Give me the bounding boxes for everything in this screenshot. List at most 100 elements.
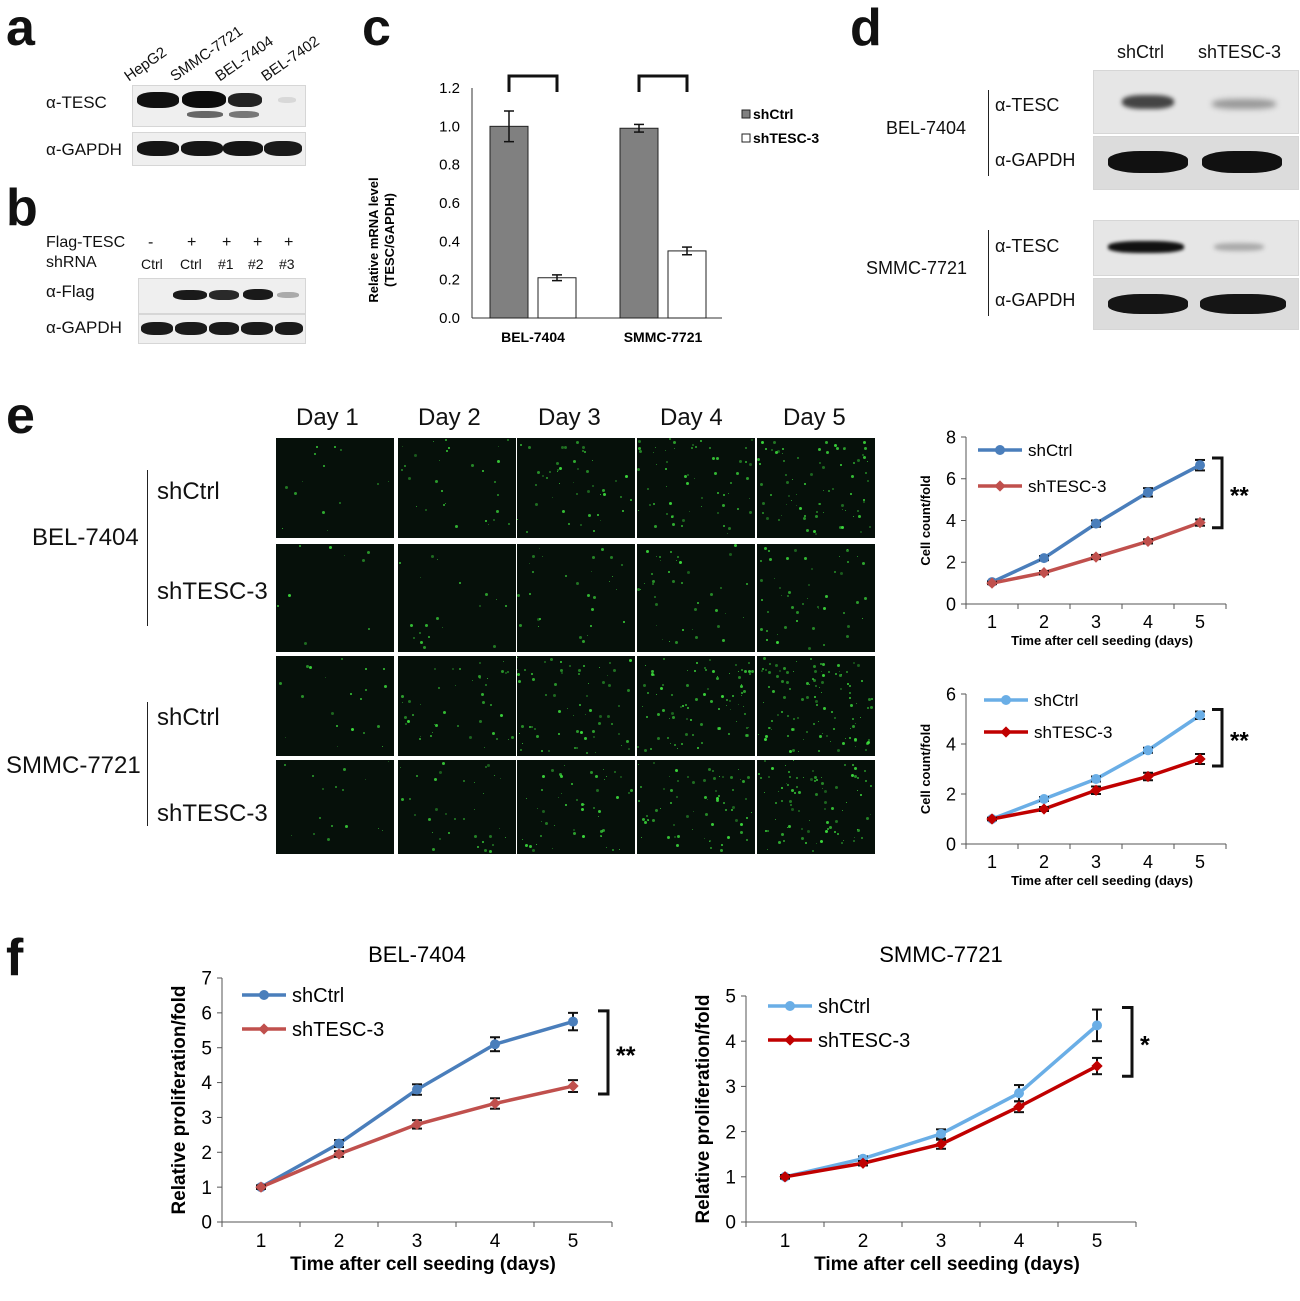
blot-band xyxy=(209,322,239,335)
fluorescent-cell xyxy=(576,582,579,585)
fluorescent-cell xyxy=(723,494,725,496)
fluorescent-cell xyxy=(779,587,781,589)
fluorescent-cell xyxy=(781,711,783,713)
fluorescent-cell xyxy=(840,464,842,466)
fluorescent-cell xyxy=(869,526,871,528)
fluorescent-cell xyxy=(560,661,562,663)
fluorescent-cell xyxy=(505,837,506,838)
fluorescent-cell xyxy=(651,573,653,575)
fluorescent-cell xyxy=(439,460,440,461)
group-bracket xyxy=(988,230,989,316)
fluorescent-cell xyxy=(738,769,739,770)
fluorescent-cell xyxy=(826,735,828,737)
fluorescent-cell xyxy=(714,472,717,475)
blot-band xyxy=(243,289,273,300)
row-label: shCtrl xyxy=(157,478,220,505)
fluorescent-cell xyxy=(319,817,321,819)
fluorescent-cell xyxy=(583,665,585,667)
fluorescent-cell xyxy=(824,790,827,793)
fluorescent-cell xyxy=(589,709,592,712)
fluorescent-cell xyxy=(582,450,584,452)
fluorescent-cell xyxy=(770,494,772,496)
fluorescent-cell xyxy=(666,461,668,463)
fluorescent-cell xyxy=(870,785,872,787)
fluorescent-cell xyxy=(722,776,724,778)
fluorescent-cell xyxy=(729,700,731,702)
panel-label-c: c xyxy=(362,0,391,57)
x-tick-label: 4 xyxy=(1143,612,1153,632)
fluorescent-cell xyxy=(687,776,689,778)
fluorescent-cell xyxy=(535,503,538,506)
fluorescent-cell xyxy=(791,500,792,501)
fluorescent-cell xyxy=(747,776,750,779)
fluorescent-cell xyxy=(536,844,537,845)
fluorescent-cell xyxy=(670,802,672,804)
x-tick-label: 4 xyxy=(490,1231,501,1252)
fluorescent-cell xyxy=(638,764,639,765)
fluorescent-cell xyxy=(579,704,581,706)
fluorescent-cell xyxy=(701,497,703,499)
fluorescent-cell xyxy=(697,747,699,749)
fluorescent-cell xyxy=(790,804,792,806)
fluorescent-cell xyxy=(836,447,839,450)
fluorescence-image xyxy=(276,544,394,652)
fluorescent-cell xyxy=(596,789,599,792)
fluorescent-cell xyxy=(482,701,485,704)
fluorescent-cell xyxy=(580,524,582,526)
fluorescent-cell xyxy=(841,842,843,844)
series-line xyxy=(260,1084,574,1189)
y-tick-label: 1.0 xyxy=(439,118,460,135)
fluorescent-cell xyxy=(600,494,601,495)
y-tick-label: 0 xyxy=(725,1213,736,1234)
fluorescent-cell xyxy=(499,828,500,829)
fluorescent-cell xyxy=(685,733,688,736)
fluorescent-cell xyxy=(687,474,689,476)
fluorescent-cell xyxy=(671,712,674,715)
fluorescent-cell xyxy=(797,457,799,459)
fluorescent-cell xyxy=(860,794,862,796)
fluorescent-cell xyxy=(457,725,459,727)
fluorescent-cell xyxy=(576,747,578,749)
fluorescent-cell xyxy=(640,589,641,590)
fluorescent-cell xyxy=(409,798,411,800)
fluorescent-cell xyxy=(577,468,579,470)
fluorescent-cell xyxy=(654,525,657,528)
fluorescent-cell xyxy=(492,844,494,846)
blot-band xyxy=(209,290,239,300)
fluorescent-cell xyxy=(789,688,791,690)
fluorescent-cell xyxy=(847,561,849,563)
x-tick-label: 3 xyxy=(1091,852,1101,872)
fluorescent-cell xyxy=(710,847,712,849)
fluorescent-cell xyxy=(762,668,764,670)
fluorescent-cell xyxy=(777,714,779,716)
fluorescent-cell xyxy=(835,786,838,789)
y-tick-label: 8 xyxy=(946,427,956,447)
fluorescent-cell xyxy=(823,707,826,710)
significance-bracket xyxy=(1212,708,1224,768)
fluorescent-cell xyxy=(586,470,589,473)
fluorescent-cell xyxy=(806,696,809,699)
fluorescent-cell xyxy=(851,475,854,478)
fluorescent-cell xyxy=(520,444,522,446)
fluorescent-cell xyxy=(843,612,845,614)
data-point xyxy=(567,1080,579,1092)
western-blot-gapdh xyxy=(138,314,306,344)
fluorescent-cell xyxy=(727,836,730,839)
western-blot-tesc xyxy=(1093,70,1299,134)
fluorescent-cell xyxy=(446,450,448,452)
fluorescent-cell xyxy=(535,484,537,486)
data-point xyxy=(333,1148,345,1160)
fluorescent-cell xyxy=(717,512,719,514)
fluorescent-cell xyxy=(726,699,728,701)
fluorescent-cell xyxy=(501,670,504,673)
fluorescent-cell xyxy=(628,792,630,794)
x-axis-label: Time after cell seeding (days) xyxy=(1011,633,1193,648)
fluorescent-cell xyxy=(763,702,764,703)
fluorescent-cell xyxy=(840,572,843,575)
data-point xyxy=(1039,553,1049,564)
fluorescent-cell xyxy=(705,669,707,671)
western-blot-gapdh xyxy=(132,132,306,166)
legend-swatch xyxy=(741,109,751,119)
fluorescent-cell xyxy=(727,533,728,534)
fluorescent-cell xyxy=(676,844,679,847)
